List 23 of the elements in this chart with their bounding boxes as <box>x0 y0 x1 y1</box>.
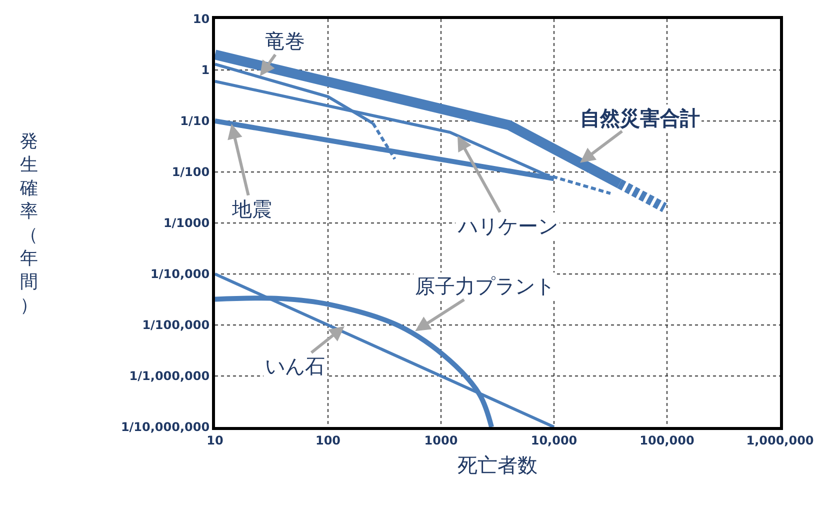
y-axis-title: 発生確率（年間） <box>19 131 38 316</box>
y-tick-label: 1/10 <box>180 114 210 128</box>
annotation: 原子力プラント <box>415 274 555 298</box>
x-tick-label: 1000 <box>424 433 458 448</box>
y-tick-label: 1 <box>201 63 210 78</box>
annotation: 地震 <box>231 197 272 221</box>
x-tick-label: 100,000 <box>640 433 694 448</box>
y-tick-label: 1/1,000,000 <box>129 369 210 384</box>
x-tick-label: 1,000,000 <box>746 433 814 448</box>
annotation: ハリケーン <box>457 214 558 238</box>
annotation: 竜巻 <box>265 29 305 53</box>
x-axis-title: 死亡者数 <box>458 452 538 477</box>
y-tick-label: 1/1000 <box>163 216 210 230</box>
y-tick-label: 10 <box>192 12 210 26</box>
y-tick-label: 1/10,000,000 <box>120 420 210 434</box>
annotation: 自然災害合計 <box>580 106 700 130</box>
y-tick-label: 1/100,000 <box>142 318 210 332</box>
x-tick-label: 10 <box>206 433 224 448</box>
y-tick-label: 1/10,000 <box>150 267 210 282</box>
y-tick-label: 1/100 <box>172 165 210 180</box>
annotation: いん石 <box>265 354 325 378</box>
x-tick-label: 10,000 <box>530 433 578 448</box>
x-tick-label: 100 <box>315 433 341 448</box>
